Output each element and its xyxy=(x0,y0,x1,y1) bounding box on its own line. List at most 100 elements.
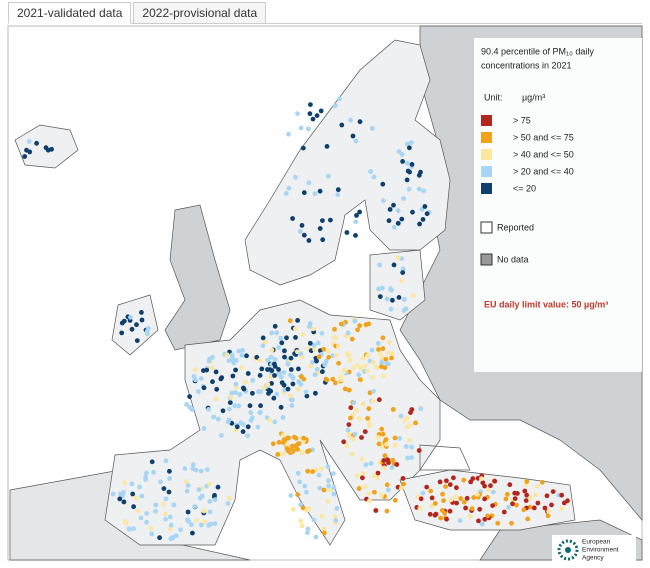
station-dot xyxy=(420,217,426,222)
station-dot xyxy=(345,427,351,433)
station-dot xyxy=(371,174,377,180)
station-dot xyxy=(328,217,333,223)
station-dot xyxy=(352,431,358,437)
station-dot xyxy=(480,480,486,486)
station-dot xyxy=(328,487,333,493)
station-dot xyxy=(331,335,337,340)
station-dot xyxy=(386,460,391,466)
station-dot xyxy=(304,507,309,513)
unit-label: Unit: xyxy=(484,92,503,102)
station-dot xyxy=(355,327,360,333)
station-dot xyxy=(503,496,509,502)
station-dot xyxy=(237,392,243,397)
station-dot xyxy=(474,492,480,497)
station-dot xyxy=(379,360,385,365)
station-dot xyxy=(402,417,408,423)
station-dot xyxy=(337,96,342,102)
station-dot xyxy=(495,520,501,526)
station-dot xyxy=(357,416,362,421)
station-dot xyxy=(365,353,370,359)
station-dot xyxy=(225,501,231,506)
station-dot xyxy=(120,493,125,499)
station-dot xyxy=(201,385,207,391)
station-dot xyxy=(404,141,410,147)
logo-text: European xyxy=(582,539,611,546)
station-dot xyxy=(313,534,319,540)
station-dot xyxy=(278,335,284,341)
station-dot xyxy=(290,506,296,512)
station-dot xyxy=(163,511,168,517)
station-dot xyxy=(184,488,190,494)
station-dot xyxy=(268,354,274,360)
station-dot xyxy=(357,209,362,215)
station-dot xyxy=(360,475,365,481)
station-dot xyxy=(454,500,459,506)
station-dot xyxy=(386,361,391,367)
station-dot xyxy=(386,218,392,224)
station-dot xyxy=(354,408,360,413)
station-dot xyxy=(453,494,458,499)
station-dot xyxy=(236,403,242,409)
station-dot xyxy=(544,493,550,499)
station-dot xyxy=(302,483,308,489)
station-dot xyxy=(304,489,309,495)
station-dot xyxy=(379,492,385,498)
station-dot xyxy=(471,495,477,500)
station-dot xyxy=(406,437,412,443)
station-dot xyxy=(432,512,438,518)
station-dot xyxy=(163,516,168,522)
station-dot xyxy=(227,400,233,405)
station-dot xyxy=(213,369,219,375)
station-dot xyxy=(128,314,133,320)
station-dot xyxy=(421,188,427,194)
station-dot xyxy=(272,357,278,362)
station-dot xyxy=(522,488,528,494)
tab[interactable]: 2022-provisional data xyxy=(133,2,267,23)
station-dot xyxy=(288,367,294,372)
station-dot xyxy=(363,322,369,327)
station-dot xyxy=(225,419,231,425)
station-dot xyxy=(354,473,360,478)
station-dot xyxy=(305,526,311,532)
station-dot xyxy=(443,484,448,489)
station-dot xyxy=(194,518,200,524)
station-dot xyxy=(330,353,336,358)
station-dot xyxy=(385,487,391,493)
station-dot xyxy=(477,506,483,512)
station-dot xyxy=(325,498,331,504)
station-dot xyxy=(507,482,513,488)
station-dot xyxy=(139,317,145,323)
station-dot xyxy=(201,368,206,373)
station-dot xyxy=(398,278,404,284)
station-dot xyxy=(356,372,362,378)
station-dot xyxy=(196,487,202,492)
station-dot xyxy=(344,230,350,235)
station-dot xyxy=(331,471,336,476)
station-dot xyxy=(247,403,253,409)
nodata-label: No data xyxy=(497,254,529,264)
station-dot xyxy=(300,332,306,337)
station-dot xyxy=(451,475,456,481)
station-dot xyxy=(458,496,464,501)
station-dot xyxy=(278,404,284,410)
station-dot xyxy=(439,508,445,513)
station-dot xyxy=(285,386,291,392)
station-dot xyxy=(260,335,266,341)
tab[interactable]: 2021-validated data xyxy=(8,2,132,24)
station-dot xyxy=(406,186,412,192)
station-dot xyxy=(379,355,385,361)
station-dot xyxy=(399,216,405,222)
station-dot xyxy=(295,447,300,452)
station-dot xyxy=(388,286,393,292)
station-dot xyxy=(314,366,320,372)
station-dot xyxy=(380,335,386,341)
station-dot xyxy=(298,351,304,357)
station-dot xyxy=(404,424,410,430)
station-dot xyxy=(285,361,291,367)
station-dot xyxy=(207,499,213,504)
station-dot xyxy=(182,466,188,471)
station-dot xyxy=(382,453,388,459)
station-dot xyxy=(381,373,386,379)
station-dot xyxy=(482,516,488,522)
station-dot xyxy=(171,502,177,508)
